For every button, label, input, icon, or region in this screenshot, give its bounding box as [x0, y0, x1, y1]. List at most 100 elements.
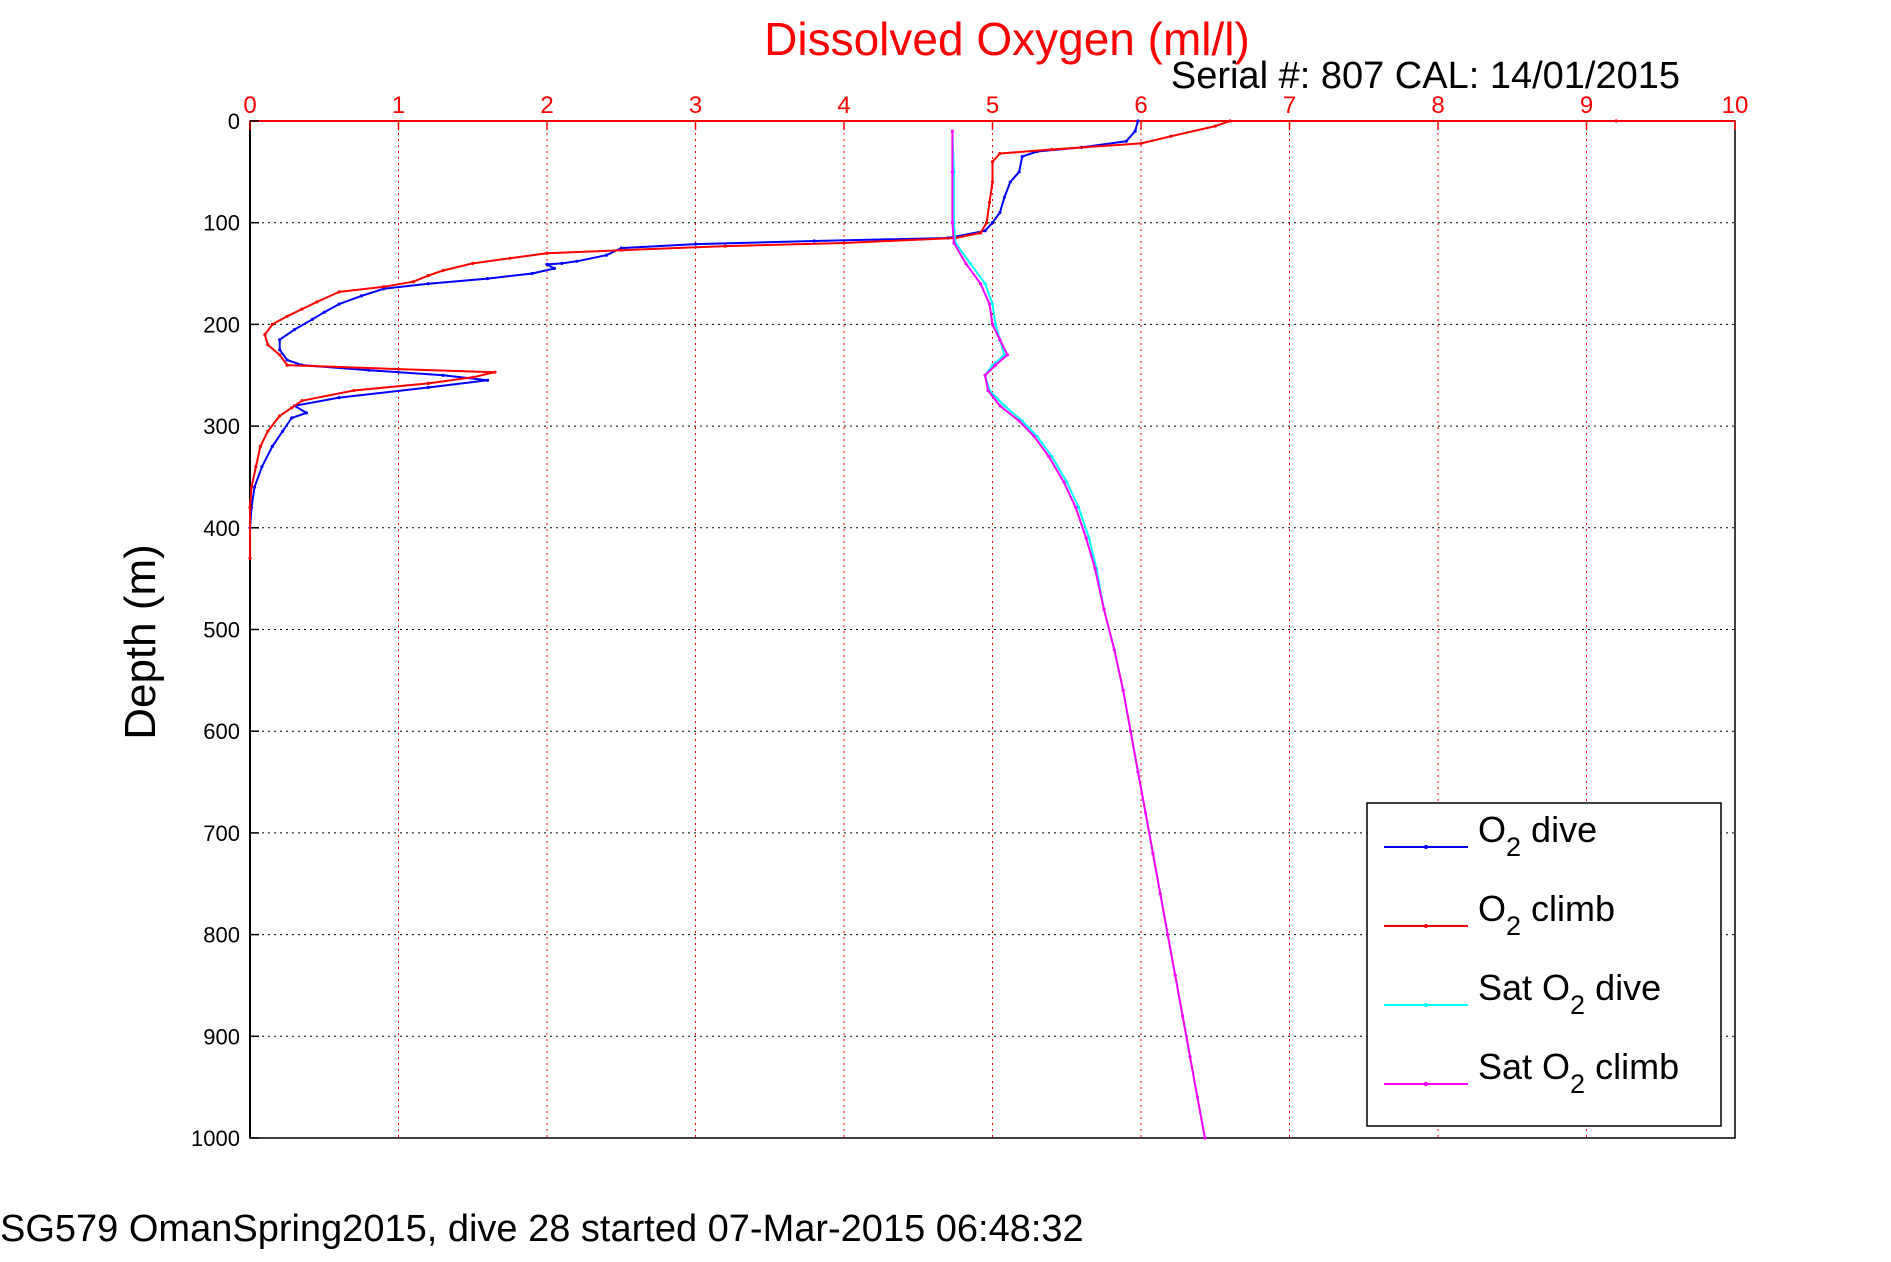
data-point: [619, 248, 623, 252]
data-point: [1102, 607, 1106, 611]
data-point: [411, 280, 415, 284]
y-tick-label: 900: [203, 1024, 240, 1049]
y-tick-label: 0: [228, 109, 240, 134]
data-point: [968, 261, 972, 265]
data-point: [322, 310, 326, 314]
chart-title: Dissolved Oxygen (ml/l): [764, 13, 1250, 65]
data-point: [964, 261, 968, 265]
data-point: [552, 266, 557, 271]
x-tick-label: 5: [986, 92, 999, 119]
data-point: [1139, 141, 1143, 145]
data-point: [530, 271, 534, 276]
data-point: [249, 485, 254, 489]
chart-subtitle: Serial #: 807 CAL: 14/01/2015: [1171, 55, 1680, 97]
series-line-3: [951, 131, 1206, 1139]
data-point: [426, 385, 430, 390]
data-point: [1050, 455, 1054, 459]
data-point: [990, 180, 995, 184]
y-tick-label: 500: [203, 618, 240, 643]
data-point: [486, 378, 490, 382]
data-point: [998, 404, 1002, 408]
x-axis-ticks: 0 1 2 3 4 5 6 7 8 9 10: [243, 92, 1748, 130]
data-point: [352, 388, 356, 393]
data-point: [285, 358, 289, 362]
data-point: [1002, 195, 1007, 199]
data-point: [304, 411, 308, 415]
data-point: [950, 170, 955, 174]
data-point: [1047, 455, 1051, 459]
data-point: [1050, 147, 1054, 152]
data-point: [1017, 419, 1021, 423]
data-point: [1112, 648, 1116, 652]
x-tick-label: 1: [392, 92, 405, 119]
data-point: [493, 370, 497, 374]
data-point: [252, 485, 257, 489]
data-point: [990, 160, 995, 164]
data-point: [337, 290, 341, 294]
y-tick-label: 100: [203, 211, 240, 236]
data-point: [278, 414, 282, 418]
data-point: [723, 244, 727, 248]
data-point: [812, 239, 816, 243]
data-point: [1614, 119, 1618, 123]
data-point: [337, 302, 341, 306]
data-point: [278, 348, 282, 352]
legend-label: Sat O2 climb: [1478, 1046, 1679, 1099]
data-point: [987, 302, 992, 306]
data-point: [441, 268, 445, 273]
data-point: [1124, 139, 1128, 143]
x-tick-label: 2: [540, 92, 553, 119]
legend-label: O2 climb: [1478, 888, 1615, 941]
x-tick-label: 8: [1431, 92, 1444, 119]
data-point: [983, 373, 987, 377]
series-points-2: [950, 129, 1207, 1140]
data-point: [693, 242, 698, 246]
data-point: [508, 256, 512, 260]
data-point: [952, 241, 956, 245]
data-point: [441, 373, 445, 377]
data-point: [1008, 180, 1012, 184]
data-point: [1213, 124, 1217, 128]
data-point: [560, 261, 564, 265]
x-tick-label: 6: [1134, 92, 1147, 119]
x-tick-label: 0: [243, 92, 256, 119]
data-point: [270, 322, 274, 326]
data-point: [998, 151, 1002, 156]
data-point: [604, 253, 609, 257]
data-point: [359, 294, 363, 298]
data-point: [575, 259, 579, 263]
data-point: [950, 221, 955, 225]
data-point: [290, 406, 294, 410]
data-point: [1203, 1136, 1207, 1140]
data-point: [1062, 480, 1066, 484]
data-point: [278, 338, 282, 342]
data-point: [266, 429, 270, 433]
legend-marker: [1424, 924, 1428, 928]
data-point: [993, 322, 998, 326]
data-point: [426, 282, 430, 286]
data-point: [1084, 536, 1088, 540]
x-tick-label: 7: [1283, 92, 1296, 119]
y-axis-ticks: 0 100 200 300 400 500 600 700 800 900 1000: [191, 109, 259, 1151]
data-point: [1169, 134, 1173, 138]
data-point: [315, 300, 319, 304]
data-point: [270, 444, 274, 448]
data-point: [985, 221, 989, 225]
legend-label: Sat O2 dive: [1478, 967, 1661, 1020]
data-point: [1087, 536, 1091, 540]
data-point: [979, 282, 983, 286]
data-point: [266, 343, 270, 347]
data-point: [337, 396, 341, 400]
data-point: [486, 277, 490, 281]
data-point: [1002, 404, 1007, 408]
data-point: [396, 367, 401, 371]
data-point: [1151, 851, 1155, 855]
data-point: [1121, 688, 1125, 693]
data-point: [1228, 119, 1232, 123]
data-point: [983, 282, 987, 286]
data-point: [300, 399, 304, 403]
data-point: [471, 375, 475, 379]
x-tick-label: 9: [1580, 92, 1593, 119]
legend-marker: [1424, 845, 1428, 849]
data-point: [986, 388, 990, 393]
